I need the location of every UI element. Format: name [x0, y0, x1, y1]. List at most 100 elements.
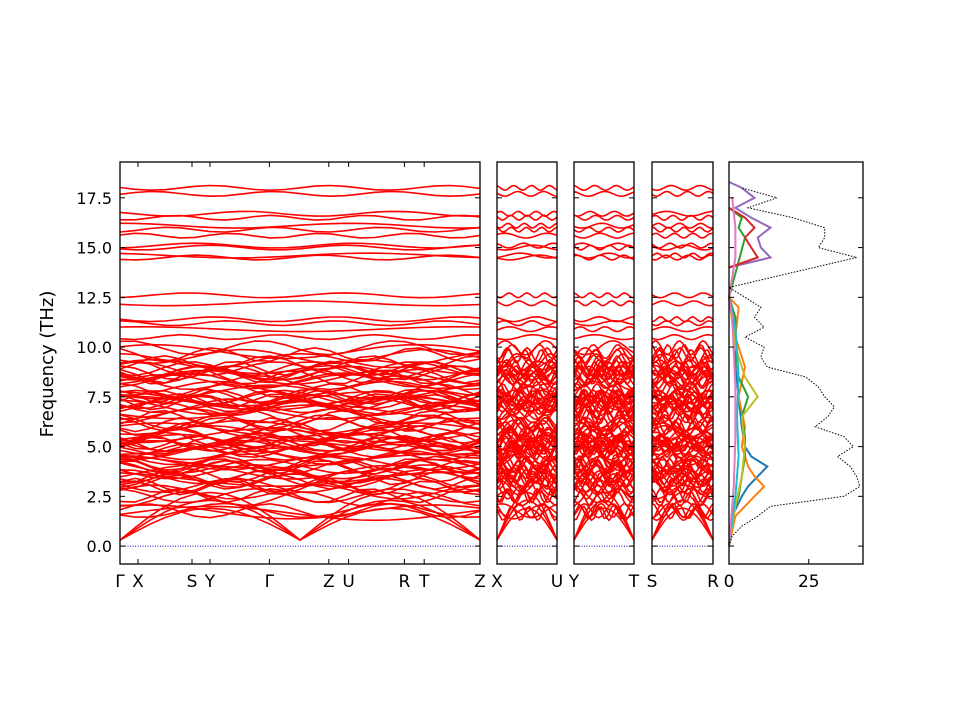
band-line: [651, 184, 714, 192]
band-line: [573, 300, 635, 307]
band-line: [119, 454, 481, 471]
band-line: [573, 419, 635, 436]
band-line: [119, 419, 481, 436]
band-line: [496, 421, 558, 437]
band-line: [496, 254, 558, 261]
band-line: [119, 326, 481, 333]
band-line: [119, 414, 481, 430]
projected-dos-curve: [727, 197, 737, 547]
band-line: [573, 436, 635, 453]
band-line: [496, 300, 558, 307]
x-path-label: S: [187, 572, 198, 592]
band-line: [496, 226, 558, 233]
band-line: [119, 484, 481, 500]
band-line: [573, 469, 635, 486]
band-line: [573, 380, 635, 397]
band-line: [573, 364, 635, 381]
band-line: [496, 491, 558, 507]
panel-frames: [119, 161, 864, 565]
y-tick-label: 2.5: [87, 487, 112, 506]
band-line: [651, 325, 714, 333]
band-line: [651, 413, 714, 430]
acoustic-band-line: [496, 507, 558, 541]
band-line: [573, 463, 635, 480]
total-dos-curve: [727, 187, 861, 547]
band-line: [496, 242, 558, 249]
acoustic-band-line: [496, 491, 558, 541]
band-line: [651, 439, 714, 456]
band-line: [119, 364, 481, 381]
band-line: [119, 491, 481, 507]
band-line: [496, 232, 558, 239]
panel-frame: [573, 161, 635, 565]
band-line: [119, 464, 481, 480]
dos-x-tick-label: 25: [798, 572, 820, 592]
panel-frame: [119, 161, 481, 565]
band-line: [119, 384, 481, 400]
band-line: [651, 252, 714, 259]
band-line: [651, 343, 714, 360]
band-line: [119, 439, 481, 456]
band-line: [119, 184, 481, 192]
projected-dos-curve: [728, 206, 760, 269]
panel-frame: [728, 161, 864, 565]
band-line: [573, 404, 635, 421]
band-line: [651, 477, 714, 494]
band-line: [651, 354, 714, 372]
band-line: [119, 352, 481, 369]
band-line: [496, 346, 558, 363]
band-line: [573, 397, 635, 414]
band-line: [651, 395, 714, 412]
band-line: [496, 416, 558, 432]
band-line: [573, 210, 635, 217]
band-line: [496, 355, 558, 371]
y-tick-label: 17.5: [76, 189, 112, 208]
band-lines: [119, 184, 714, 547]
y-tick-label: 7.5: [87, 388, 112, 407]
band-line: [119, 222, 481, 229]
band-line: [496, 364, 558, 381]
band-line: [496, 369, 558, 386]
acoustic-band-line: [651, 491, 714, 541]
band-line: [573, 389, 635, 406]
band-line: [651, 315, 714, 323]
band-line: [651, 242, 714, 249]
band-line: [573, 214, 635, 221]
band-line: [119, 397, 481, 414]
x-path-label: Γ: [115, 572, 125, 592]
y-tick-label: 15.0: [76, 239, 112, 258]
band-line: [651, 364, 714, 381]
band-line: [651, 244, 714, 251]
y-tick-label: 0.0: [87, 537, 112, 556]
band-line: [573, 343, 635, 360]
band-line: [119, 434, 481, 450]
band-line: [119, 457, 481, 474]
band-line: [651, 458, 714, 475]
band-line: [119, 502, 481, 519]
band-line: [119, 244, 481, 251]
band-line: [119, 416, 481, 433]
band-line: [573, 457, 635, 474]
band-line: [651, 232, 714, 239]
x-path-label: Y: [568, 572, 580, 592]
band-line: [496, 404, 558, 421]
band-line: [651, 364, 714, 381]
x-path-label: T: [628, 572, 640, 592]
band-line: [496, 419, 558, 436]
band-line: [119, 369, 481, 385]
band-line: [651, 333, 714, 341]
band-line: [574, 439, 635, 456]
band-line: [651, 371, 714, 389]
acoustic-band-line: [573, 491, 635, 541]
band-line: [651, 300, 714, 307]
band-line: [573, 226, 635, 233]
dos-x-tick-label: 0: [724, 572, 735, 592]
band-line: [496, 472, 558, 489]
band-line: [651, 487, 714, 504]
band-line: [496, 502, 558, 519]
band-line: [496, 184, 558, 192]
band-line: [119, 190, 481, 198]
band-line: [497, 458, 558, 474]
band-line: [119, 480, 481, 496]
band-line: [119, 348, 481, 365]
